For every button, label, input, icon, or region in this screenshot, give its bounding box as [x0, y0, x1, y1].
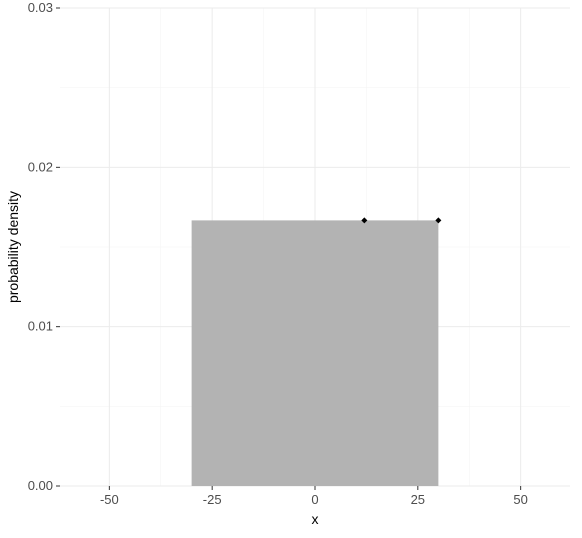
y-tick-label: 0.02 [28, 159, 53, 174]
y-tick-label: 0.03 [28, 0, 53, 15]
probability-density-chart: -50 -25 0 25 50 0.00 0.01 0.02 0.03 x probability … [0, 0, 582, 538]
x-axis-label: x [312, 511, 319, 527]
x-tick-label: 50 [513, 492, 527, 507]
y-tick-label: 0.00 [28, 478, 53, 493]
chart-svg: -50 -25 0 25 50 0.00 0.01 0.02 0.03 x probability … [0, 0, 582, 538]
x-tick-label: 25 [411, 492, 425, 507]
x-tick-label: -50 [100, 492, 119, 507]
y-axis-label: probability density [5, 191, 21, 303]
x-tick-label: 0 [311, 492, 318, 507]
x-tick-label: -25 [203, 492, 222, 507]
y-tick-label: 0.01 [28, 319, 53, 334]
